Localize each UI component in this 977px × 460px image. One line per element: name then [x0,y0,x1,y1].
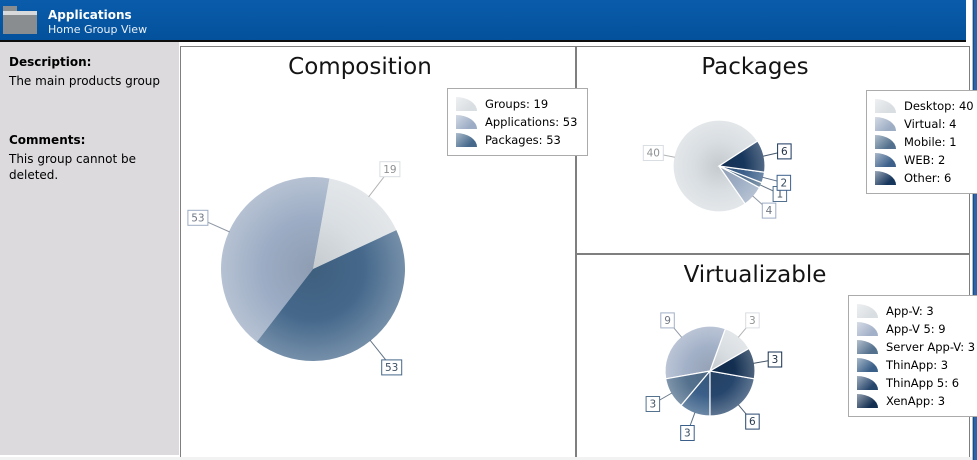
packages-panel: 40 4 1 2 6 Packages Desktop: 40 Virtual: 4 Mob… [576,46,977,254]
callout-thinapp: 3 [680,425,695,441]
comments-label: Comments: [9,133,86,147]
virtualizable-panel: 3 9 3 3 6 3 Virtualizable App-V: 3 App-V 5: 9 S… [576,254,977,458]
svg-text:3: 3 [749,315,756,327]
legend-swatch-icon [875,171,896,185]
legend-label: WEB: 2 [904,153,946,167]
legend-swatch-icon [875,153,896,167]
legend-label: Mobile: 1 [904,135,957,149]
header-bar: Applications Home Group View [0,0,966,42]
legend-swatch-icon [857,322,878,336]
legend-swatch-icon [456,97,477,111]
pie-slice-groups[interactable] [313,178,397,269]
legend-label: Virtual: 4 [904,117,957,131]
legend-item-xenapp: XenApp: 3 [857,392,975,410]
svg-text:1: 1 [777,189,784,201]
window-bottom-edge [0,457,972,460]
svg-text:53: 53 [385,362,398,374]
callout-app-v-5: 9 [660,312,675,329]
callout-thinapp-5: 6 [745,413,760,430]
legend-item-mobile: Mobile: 1 [875,133,974,151]
svg-text:40: 40 [647,148,660,160]
legend-item-server-app-v: Server App-V: 3 [857,338,975,356]
legend-swatch-icon [857,358,878,372]
legend-label: Desktop: 40 [904,99,974,113]
svg-text:2: 2 [781,177,788,189]
pie-slice-packages[interactable] [256,230,405,361]
legend-item-thinapp: ThinApp: 3 [857,356,975,374]
comments-text: This group cannot be deleted. [9,152,137,182]
legend-item-thinapp-5: ThinApp 5: 6 [857,374,975,392]
packages-title: Packages [701,54,809,80]
legend-item-app-v: App-V: 3 [857,302,975,320]
legend-item-packages: Packages: 53 [456,131,577,149]
legend-item-applications: Applications: 53 [456,113,577,131]
svg-text:3: 3 [684,428,691,440]
legend-label: Groups: 19 [485,97,549,111]
packages-legend: Desktop: 40 Virtual: 4 Mobile: 1 WEB: 2 Othe… [866,90,977,194]
legend-label: App-V 5: 9 [886,322,946,336]
callout-app-v: 3 [745,312,760,329]
callout-server-app-v: 3 [645,396,661,412]
legend-item-desktop: Desktop: 40 [875,97,974,115]
svg-text:3: 3 [772,354,779,366]
svg-text:6: 6 [749,416,756,428]
legend-swatch-icon [456,133,477,147]
callout-applications: 53 [187,209,209,226]
legend-item-other: Other: 6 [875,169,974,187]
callout-web: 2 [776,174,792,191]
svg-text:3: 3 [649,399,656,411]
svg-text:53: 53 [191,212,204,224]
svg-text:19: 19 [383,164,396,176]
composition-panel: 19 53 53 Composition Groups: 19 Application… [180,46,589,458]
legend-swatch-icon [875,135,896,149]
virtualizable-title: Virtualizable [683,262,827,288]
callout-xenapp: 3 [767,351,783,368]
legend-item-app-v-5: App-V 5: 9 [857,320,975,338]
legend-swatch-icon [857,340,878,354]
svg-text:9: 9 [664,315,671,327]
virtualizable-pie-chart: 3 9 3 3 6 3 [645,312,783,441]
callout-other: 6 [777,143,792,160]
page-title: Applications [48,8,132,22]
window-right-edge [972,0,977,460]
legend-item-virtual: Virtual: 4 [875,115,974,133]
legend-label: Server App-V: 3 [886,340,976,354]
callout-packages: 53 [381,359,403,376]
legend-item-groups: Groups: 19 [456,95,577,113]
legend-label: ThinApp 5: 6 [886,376,960,390]
legend-swatch-icon [857,304,878,318]
legend-swatch-icon [875,117,896,131]
description-text: The main products group [9,74,161,88]
legend-label: Packages: 53 [485,133,561,147]
legend-label: Other: 6 [904,171,952,185]
legend-item-web: WEB: 2 [875,151,974,169]
folder-icon [3,6,37,34]
callout-groups: 19 [379,161,401,178]
page-subtitle: Home Group View [48,23,148,36]
virtualizable-legend: App-V: 3 App-V 5: 9 Server App-V: 3 ThinApp… [848,295,977,417]
legend-swatch-icon [875,99,896,113]
packages-pie-chart: 40 412 6 [642,119,792,219]
description-label: Description: [9,55,92,69]
composition-legend: Groups: 19 Applications: 53 Packages: 53 [447,88,589,156]
pie-slice-applications[interactable] [221,177,330,342]
composition-pie-chart: 19 53 53 [187,161,405,376]
svg-text:6: 6 [781,146,788,158]
legend-label: XenApp: 3 [886,394,946,408]
callout-desktop: 40 [642,145,664,161]
legend-label: ThinApp: 3 [886,358,949,372]
composition-title: Composition [288,54,432,80]
callout-virtual: 4 [761,202,777,219]
legend-swatch-icon [857,376,878,390]
legend-label: Applications: 53 [485,115,578,129]
legend-swatch-icon [857,394,878,408]
legend-swatch-icon [456,115,477,129]
info-sidebar: Description: The main products group Com… [0,42,179,455]
legend-label: App-V: 3 [886,304,934,318]
svg-text:4: 4 [766,205,773,217]
